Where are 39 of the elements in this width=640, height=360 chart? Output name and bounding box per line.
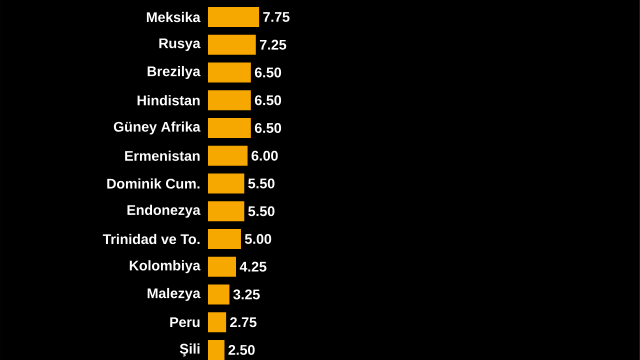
y-tick-label: Dominik Cum. (107, 178, 200, 189)
data-label: 7.25 (260, 40, 286, 50)
y-tick-label: Peru (170, 317, 200, 328)
bar (208, 201, 244, 222)
y-tick-label: Ermenistan (125, 150, 200, 161)
y-tick-label: Malezya (148, 288, 201, 302)
data-label: 6.50 (254, 68, 282, 78)
y-tick-label: Rusya (159, 38, 201, 52)
bar (208, 118, 251, 138)
y-tick-label: Güney Afrika (114, 121, 201, 135)
bar (208, 174, 244, 194)
y-tick-label: Şili (180, 343, 200, 356)
y-tick-label: Kolombiya (130, 260, 201, 274)
bar (208, 284, 230, 304)
bar (208, 62, 251, 83)
data-label: 6.50 (254, 123, 282, 133)
y-tick-label: Brezilya (148, 66, 201, 80)
bar (208, 256, 236, 277)
bar (208, 228, 241, 249)
bar (208, 90, 251, 110)
data-label: 3.25 (233, 290, 260, 300)
data-label: 5.50 (248, 178, 274, 188)
data-label: 2.50 (228, 345, 255, 355)
y-tick-label: Hindistan (138, 95, 200, 106)
data-label: 6.50 (254, 95, 282, 106)
bar (208, 7, 260, 28)
bar (208, 312, 226, 332)
data-label: 6.00 (252, 150, 278, 161)
y-tick-label: Endonezya (127, 204, 201, 218)
bar (208, 340, 224, 360)
data-label: 2.75 (230, 317, 257, 328)
bar (208, 34, 256, 55)
data-label: 5.00 (244, 234, 272, 244)
y-tick-label: Meksika (146, 12, 201, 22)
data-label: 7.75 (263, 12, 290, 22)
bar (208, 146, 248, 166)
y-tick-label: Trinidad ve To. (102, 234, 200, 244)
data-label: 5.50 (248, 206, 274, 216)
data-label: 4.25 (240, 262, 266, 272)
